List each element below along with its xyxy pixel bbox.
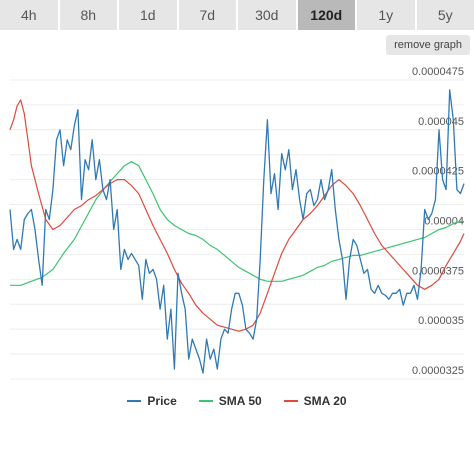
remove-graph-button[interactable]: remove graph xyxy=(386,35,470,55)
chart-legend: Price SMA 50 SMA 20 xyxy=(0,390,474,412)
tab-30d[interactable]: 30d xyxy=(238,0,296,30)
tab-4h[interactable]: 4h xyxy=(0,0,58,30)
tab-5y[interactable]: 5y xyxy=(416,0,474,30)
y-tick-label: 0.0000475 xyxy=(412,66,464,78)
tab-8h[interactable]: 8h xyxy=(59,0,117,30)
tab-7d[interactable]: 7d xyxy=(178,0,236,30)
x-tick-label: Mar '26 xyxy=(246,389,282,390)
tab-120d[interactable]: 120d xyxy=(297,0,355,30)
legend-label-sma50: SMA 50 xyxy=(218,394,262,408)
legend-item-price[interactable]: Price xyxy=(127,394,177,408)
legend-item-sma20[interactable]: SMA 20 xyxy=(283,394,347,408)
tab-1d[interactable]: 1d xyxy=(119,0,177,30)
y-tick-label: 0.0000425 xyxy=(412,166,464,178)
legend-label-sma20: SMA 20 xyxy=(303,394,347,408)
y-tick-label: 0.0000325 xyxy=(412,365,464,377)
y-tick-label: 0.000035 xyxy=(418,315,464,327)
y-tick-label: 0.00004 xyxy=(424,215,464,227)
series-line-price xyxy=(9,89,465,374)
legend-label-price: Price xyxy=(147,394,177,408)
series-line-sma50 xyxy=(10,161,464,286)
y-tick-label: 0.000045 xyxy=(418,116,464,128)
price-chart: 0.0000475 0.000045 0.0000425 0.00004 0.00003… xyxy=(9,66,465,390)
tab-1y[interactable]: 1y xyxy=(357,0,415,30)
series-line-sma20 xyxy=(9,99,465,332)
x-tick-label: Feb '26 xyxy=(146,389,182,390)
x-tick-label: Apr '26 xyxy=(357,389,392,390)
y-tick-label: 0.0000375 xyxy=(412,265,464,277)
legend-swatch-sma20 xyxy=(283,400,298,402)
timeframe-tabs: 4h 8h 1d 7d 30d 120d 1y 5y xyxy=(0,0,474,30)
x-tick-label: Jan '26 xyxy=(35,389,70,390)
legend-swatch-price xyxy=(127,400,142,402)
legend-swatch-sma50 xyxy=(198,400,213,402)
legend-item-sma50[interactable]: SMA 50 xyxy=(198,394,262,408)
